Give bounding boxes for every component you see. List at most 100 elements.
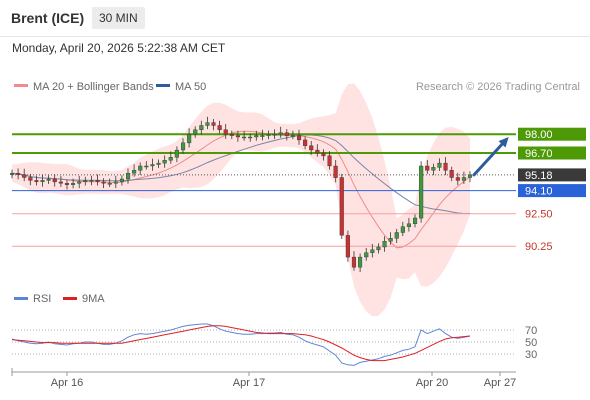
- candle-body: [28, 177, 33, 181]
- candle-body: [388, 238, 393, 242]
- header-bar: Brent (ICE) 30 MIN: [0, 0, 590, 37]
- candle-body: [16, 172, 21, 175]
- candle-body: [83, 180, 88, 182]
- candle-body: [303, 139, 308, 146]
- candle-body: [290, 135, 296, 137]
- candle-body: [455, 177, 460, 181]
- candle-body: [254, 135, 259, 138]
- bollinger-band: [12, 83, 470, 317]
- candle-body: [40, 180, 45, 182]
- candle-body: [107, 183, 112, 185]
- price-levels: [12, 133, 516, 247]
- candle-body: [9, 172, 15, 175]
- rsi-level-label-30: 30: [525, 349, 537, 361]
- candle-body: [217, 125, 222, 131]
- legend-swatch-rsi-ma: [63, 297, 77, 300]
- candle-body: [315, 149, 320, 154]
- candle-body: [437, 162, 442, 168]
- candle-body: [351, 256, 357, 268]
- legend-label-ma20: MA 20 + Bollinger Bands: [33, 81, 154, 93]
- candle-body: [382, 240, 387, 248]
- candle-body: [461, 177, 467, 181]
- arrow-head: [498, 137, 509, 148]
- candle-body: [132, 170, 137, 174]
- candle-body: [229, 133, 234, 136]
- candle-body: [193, 129, 198, 135]
- candle-body: [101, 181, 106, 184]
- level-label-bg-95.18: [518, 168, 586, 182]
- arrow-shaft: [472, 138, 508, 177]
- candle-body: [321, 152, 326, 157]
- candle-body: [333, 165, 338, 178]
- candle-body: [95, 180, 100, 182]
- candle-body: [168, 157, 173, 161]
- x-tick-label-Apr 20: Apr 20: [416, 377, 448, 389]
- rsi-legend: RSI 9MA: [14, 293, 105, 305]
- candle-body: [309, 145, 314, 151]
- candle-body: [235, 135, 241, 138]
- candle-body: [370, 249, 375, 253]
- candle-body: [241, 136, 247, 139]
- candle-body: [327, 155, 332, 167]
- timeframe-button[interactable]: 30 MIN: [92, 7, 145, 29]
- candle-body: [223, 129, 228, 135]
- candle-body: [138, 165, 143, 171]
- level-label-92.50: 92.50: [525, 209, 553, 221]
- level-label-94.10: 94.10: [525, 186, 553, 198]
- x-tick-label-Apr 16: Apr 16: [51, 377, 83, 389]
- candle-body: [297, 135, 302, 141]
- candle-body: [156, 162, 161, 165]
- candle-body: [174, 149, 179, 158]
- candle-body: [125, 172, 131, 180]
- level-label-bg-98.00: [518, 127, 586, 141]
- candle-body: [468, 174, 473, 178]
- level-label-98.00: 98.00: [525, 129, 553, 141]
- level-label-95.18: 95.18: [525, 170, 553, 182]
- candle-body: [199, 125, 204, 131]
- candle-body: [376, 246, 381, 251]
- candle-body: [52, 178, 57, 183]
- copyright-text: Research © 2026 Trading Central: [416, 81, 580, 93]
- level-label-bg-96.70: [518, 146, 586, 160]
- rsi-line: [11, 323, 471, 366]
- candle-body: [345, 235, 350, 258]
- level-label-bg-94.10: [518, 184, 586, 198]
- legend-label-ma50: MA 50: [175, 81, 206, 93]
- candle-body: [406, 223, 412, 227]
- candle-body: [46, 178, 51, 181]
- candle-body: [248, 136, 253, 139]
- chart-legend: MA 20 + Bollinger Bands MA 50 Research ©…: [14, 81, 580, 93]
- candle-body: [358, 256, 363, 268]
- time-axis: Apr 16 Apr 17 Apr 20 Apr 27: [11, 368, 516, 389]
- ma20-line: [11, 130, 471, 249]
- candle-body: [278, 132, 283, 135]
- candle-body: [419, 165, 424, 219]
- candle-body: [272, 133, 277, 136]
- candle-body: [22, 174, 27, 178]
- candle-body: [70, 183, 76, 185]
- forecast-arrow: [472, 137, 509, 177]
- level-labels: 98.00 96.70 95.18 94.10 92.50 90.25: [518, 127, 586, 253]
- candle-body: [211, 122, 216, 126]
- candle-body: [119, 178, 124, 183]
- instrument-title: Brent (ICE): [11, 10, 85, 26]
- legend-swatch-ma20: [14, 84, 28, 87]
- candle-body: [284, 132, 289, 136]
- candle-body: [266, 133, 271, 136]
- candle-body: [400, 226, 405, 233]
- bollinger-band-area: [12, 83, 470, 317]
- candle-body: [144, 165, 149, 168]
- candle-body: [413, 217, 418, 225]
- candle-body: [113, 181, 118, 184]
- candle-body: [77, 181, 82, 184]
- candle-body: [162, 159, 167, 164]
- x-tick-label-Apr 17: Apr 17: [233, 377, 265, 389]
- x-tick-label-Apr 27: Apr 27: [484, 377, 516, 389]
- candle-body: [205, 122, 210, 126]
- rsi-level-label-50: 50: [525, 337, 537, 349]
- candle-body: [64, 183, 69, 185]
- candle-body: [89, 180, 94, 182]
- candle-body: [34, 180, 39, 182]
